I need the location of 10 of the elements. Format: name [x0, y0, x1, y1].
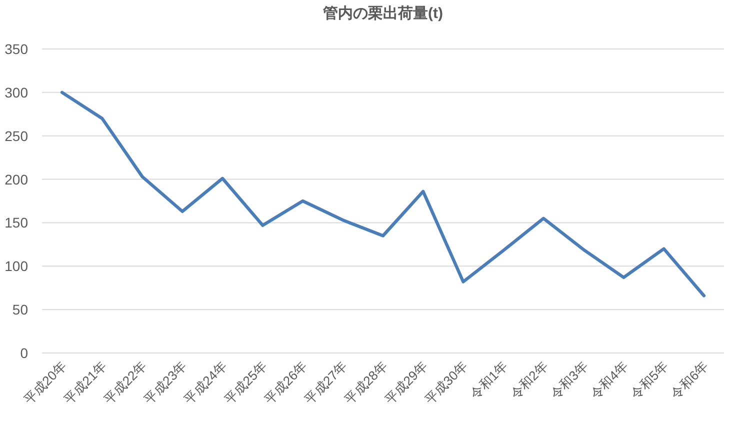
- y-tick-label: 0: [20, 345, 28, 361]
- y-tick-label: 100: [4, 258, 28, 274]
- y-tick-label: 300: [4, 84, 28, 100]
- y-tick-label: 200: [4, 171, 28, 188]
- y-tick-label: 250: [4, 128, 28, 144]
- y-tick-label: 50: [12, 302, 28, 318]
- y-tick-label: 350: [4, 41, 28, 57]
- y-tick-label: 150: [4, 214, 28, 231]
- line-series: [60, 90, 706, 298]
- chart-title: 管内の栗出荷量(t): [322, 5, 443, 22]
